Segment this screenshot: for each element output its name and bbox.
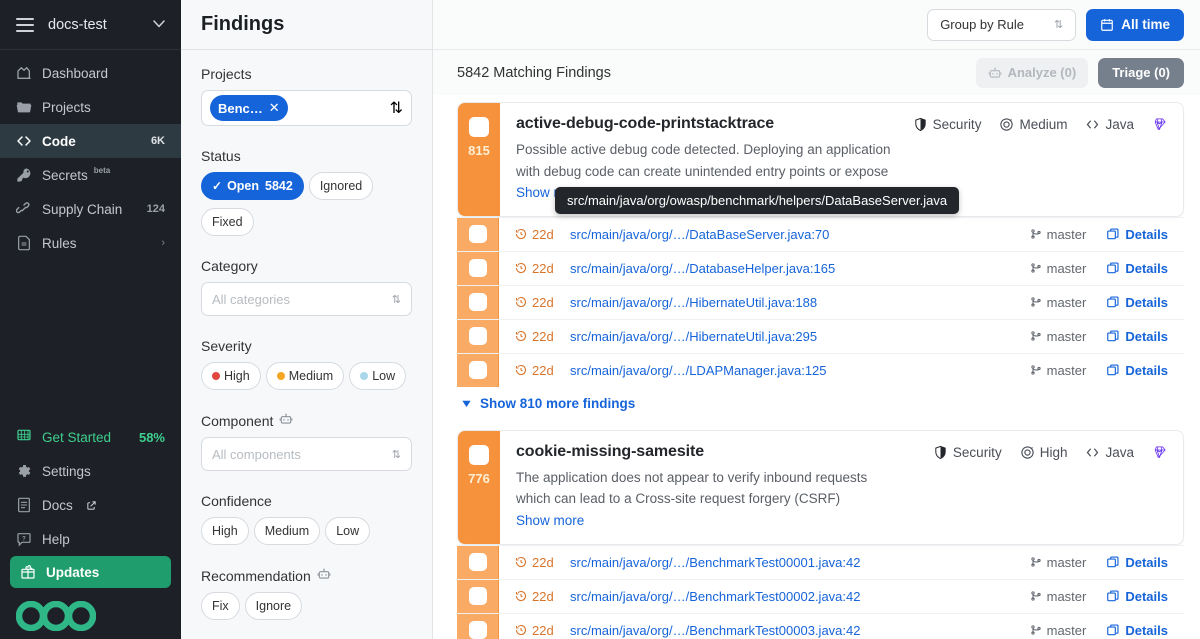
svg-text:?: ?	[22, 536, 26, 542]
